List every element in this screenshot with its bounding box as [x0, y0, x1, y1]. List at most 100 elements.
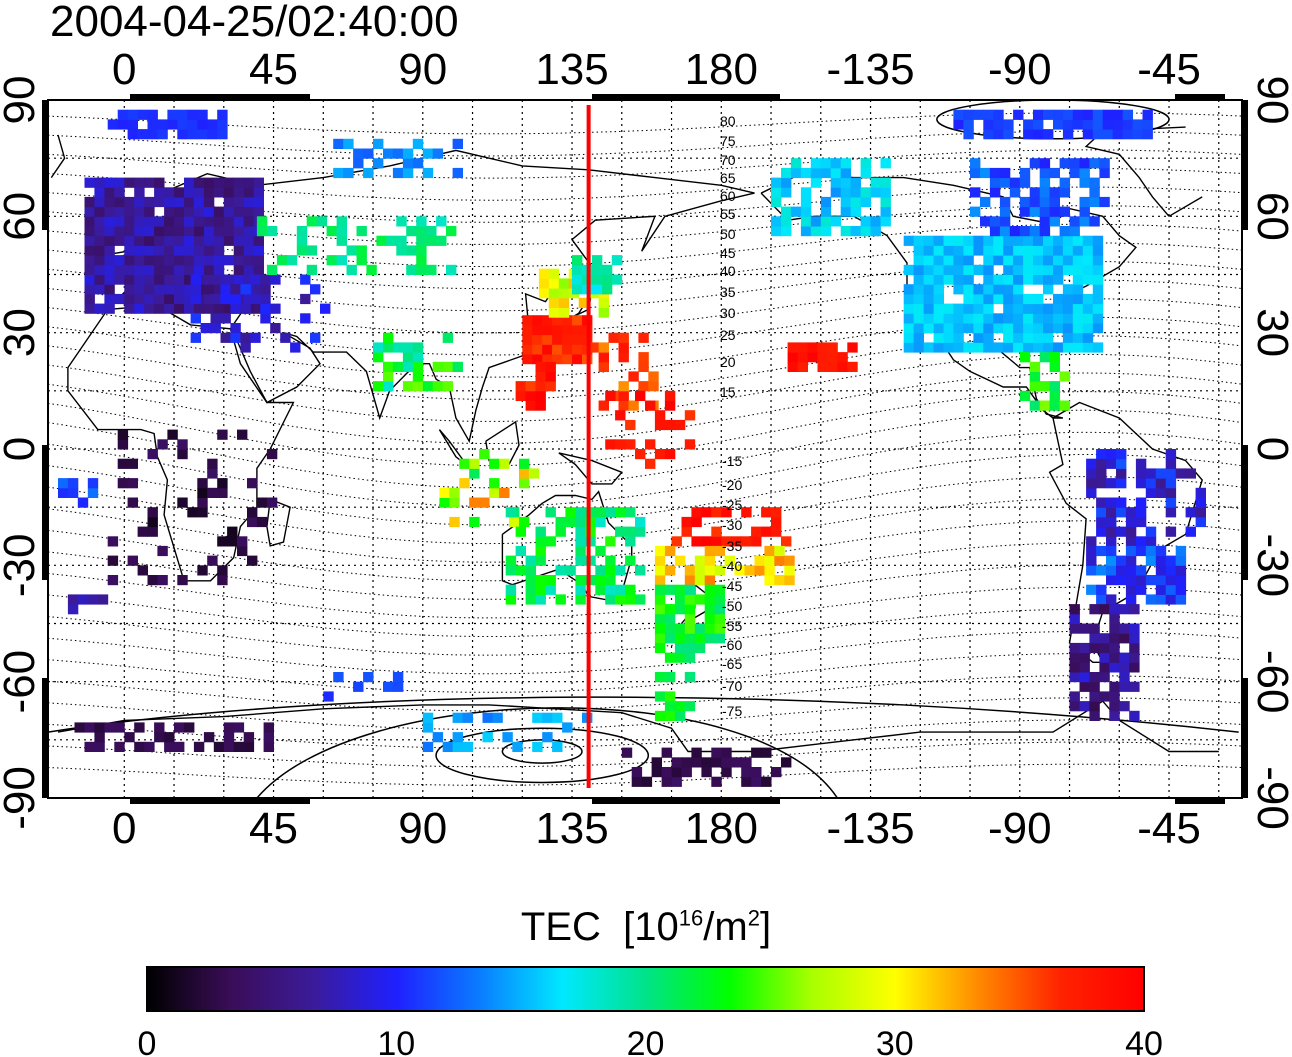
- tec-pixel: [193, 206, 205, 217]
- tec-pixel: [820, 167, 832, 179]
- tec-pixel: [263, 722, 274, 733]
- mlat-label: 30: [720, 305, 736, 321]
- tec-pixel: [943, 342, 954, 353]
- tec-pixel: [913, 235, 924, 246]
- tec-pixel: [137, 565, 148, 576]
- tec-pixel: [1013, 303, 1024, 314]
- tec-pixel: [210, 313, 221, 324]
- tec-pixel: [1043, 109, 1054, 120]
- tec-pixel: [1142, 119, 1153, 130]
- tec-pixel: [346, 245, 357, 256]
- tec-pixel: [1023, 274, 1034, 285]
- tec-pixel: [256, 516, 268, 528]
- tec-pixel: [432, 732, 444, 743]
- tec-pixel: [1059, 187, 1070, 198]
- tec-pixel: [144, 293, 155, 305]
- tec-pixel: [223, 732, 235, 743]
- tec-pixel: [1059, 158, 1070, 169]
- tec-pixel: [203, 293, 215, 305]
- tec-pixel: [562, 354, 573, 365]
- tec-pixel: [671, 536, 682, 547]
- tec-pixel: [233, 216, 245, 227]
- tec-pixel: [605, 536, 616, 547]
- tec-pixel: [1089, 216, 1100, 227]
- tec-pixel: [154, 235, 165, 246]
- tec-pixel: [714, 545, 725, 557]
- tec-pixel: [913, 323, 924, 334]
- tec-pixel: [741, 776, 752, 787]
- tec-pixel: [1155, 478, 1167, 489]
- tec-pixel: [426, 264, 437, 275]
- mlat-contour: [48, 223, 1242, 268]
- tec-pixel: [1109, 642, 1120, 654]
- tec-pixel: [764, 545, 775, 557]
- tec-pixel: [691, 757, 702, 768]
- mlat-contour: [48, 149, 1242, 179]
- tec-pixel: [1129, 681, 1140, 692]
- tec-pixel: [94, 741, 105, 752]
- tec-pixel: [230, 303, 241, 314]
- tec-pixel: [989, 187, 1001, 198]
- tec-pixel: [1079, 216, 1090, 227]
- tec-pixel: [664, 623, 676, 634]
- tec-pixel: [542, 732, 553, 743]
- tec-pixel: [615, 410, 626, 421]
- tec-pixel: [840, 206, 852, 217]
- tec-pixel: [1165, 449, 1177, 460]
- tec-pixel: [94, 284, 105, 295]
- frame-bar: [1175, 94, 1225, 100]
- tec-pixel: [1062, 109, 1074, 120]
- tec-pixel: [1096, 497, 1107, 508]
- tec-pixel: [674, 555, 686, 566]
- tec-pixel: [233, 177, 245, 188]
- tec-pixel: [654, 584, 666, 595]
- tec-pixel: [638, 381, 649, 392]
- tec-pixel: [963, 323, 974, 334]
- top-lon-tick: -45: [1137, 45, 1201, 94]
- tec-pixel: [422, 148, 434, 159]
- tec-pixel: [1029, 226, 1041, 237]
- tec-pixel: [1099, 604, 1110, 615]
- tec-pixel: [552, 354, 563, 365]
- tec-pixel: [1145, 545, 1157, 557]
- tec-pixel: [469, 497, 480, 508]
- tec-pixel: [1009, 187, 1021, 198]
- tec-pixel: [605, 565, 616, 576]
- tec-pixel: [256, 216, 268, 227]
- tec-pixel: [608, 332, 619, 343]
- tec-pixel: [565, 516, 576, 528]
- tec-pixel: [154, 732, 165, 743]
- left-lat-tick: 60: [0, 192, 44, 241]
- tec-pixel: [552, 344, 563, 355]
- tec-pixel: [572, 255, 583, 266]
- tec-pixel: [817, 361, 828, 372]
- tec-pixel: [124, 264, 135, 275]
- tec-pixel: [87, 594, 99, 605]
- tec-pixel: [1165, 565, 1177, 576]
- tec-pixel: [591, 274, 603, 285]
- tec-pixel: [522, 334, 533, 345]
- tec-pixel: [134, 206, 145, 217]
- tec-pixel: [243, 196, 255, 208]
- tec-pixel: [227, 536, 238, 547]
- tec-pixel: [545, 575, 556, 586]
- tec-pixel: [1013, 264, 1024, 275]
- tec-pixel: [1135, 584, 1147, 595]
- tec-pixel: [664, 604, 676, 615]
- tec-pixel: [432, 381, 444, 392]
- tec-pixel: [664, 691, 676, 702]
- tec-pixel: [1043, 284, 1054, 295]
- tec-pixel: [1092, 313, 1104, 324]
- tec-pixel: [1119, 662, 1130, 673]
- tec-pixel: [1116, 478, 1127, 489]
- tec-pixel: [545, 381, 556, 392]
- tec-pixel: [963, 303, 974, 314]
- tec-pixel: [1043, 235, 1054, 246]
- tec-pixel: [754, 555, 765, 566]
- tec-pixel: [1086, 555, 1097, 566]
- tec-pixel: [94, 732, 105, 743]
- tec-pixel: [124, 177, 135, 188]
- tec-pixel: [1013, 245, 1024, 256]
- tec-pixel: [860, 226, 871, 237]
- tec-pixel: [104, 274, 115, 285]
